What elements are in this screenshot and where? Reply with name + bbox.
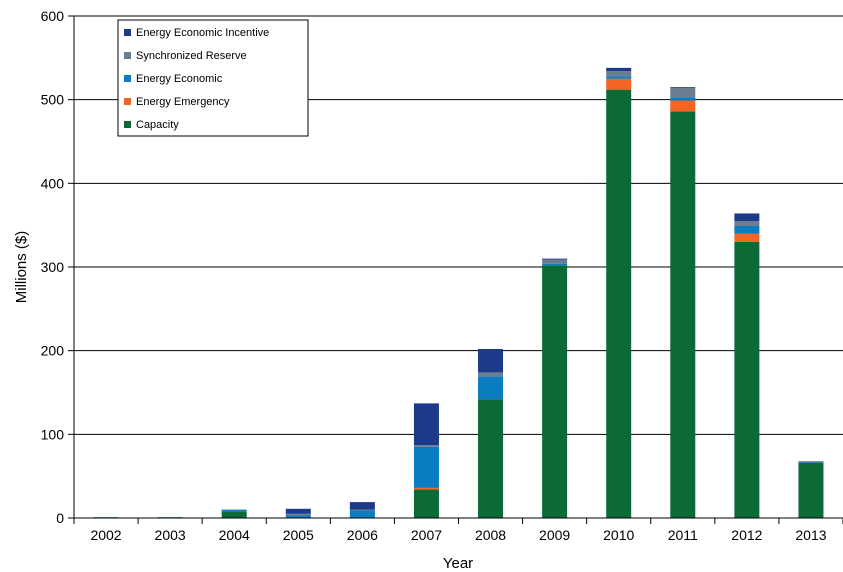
bar-2009-energy-economic-incentive bbox=[542, 258, 568, 260]
bar-2005-energy-economic-incentive bbox=[285, 508, 311, 514]
bar-2008-synchronized-reserve bbox=[478, 372, 504, 377]
bar-2013-energy-economic bbox=[798, 461, 824, 463]
bar-2009-capacity bbox=[542, 265, 568, 518]
bar-2009-energy-economic bbox=[542, 263, 568, 266]
bar-2012-synchronized-reserve bbox=[734, 220, 760, 227]
y-tick-label-300: 300 bbox=[41, 259, 65, 275]
legend-swatch-energy-economic bbox=[124, 75, 131, 82]
x-tick-label-2008: 2008 bbox=[475, 527, 506, 543]
legend-box bbox=[117, 19, 309, 137]
bar-2012-energy-economic-incentive bbox=[734, 213, 760, 221]
bar-2011-synchronized-reserve bbox=[670, 87, 696, 98]
bar-2010-capacity bbox=[606, 89, 632, 519]
y-tick-label-400: 400 bbox=[41, 175, 65, 191]
bar-2010-energy-economic bbox=[606, 76, 632, 79]
x-tick-label-2011: 2011 bbox=[668, 527, 698, 543]
bar-2008-energy-economic-incentive bbox=[478, 348, 504, 373]
bar-2013-capacity bbox=[798, 462, 824, 518]
legend-label-energy-economic: Energy Economic bbox=[136, 73, 223, 85]
bar-2011-energy-economic bbox=[670, 97, 696, 101]
bar-2009-synchronized-reserve bbox=[542, 259, 568, 264]
bar-2012-capacity bbox=[734, 241, 760, 518]
bar-2010-energy-economic-incentive bbox=[606, 67, 632, 72]
y-axis-title: Millions ($) bbox=[13, 231, 30, 304]
x-tick-label-2013: 2013 bbox=[795, 527, 826, 543]
legend-swatch-energy-economic-incentive bbox=[124, 29, 131, 36]
bar-2004-energy-economic bbox=[221, 509, 247, 512]
x-tick-label-2002: 2002 bbox=[90, 527, 121, 543]
bar-2008-energy-economic bbox=[478, 376, 504, 400]
bar-2005-synchronized-reserve bbox=[285, 513, 311, 516]
y-tick-label-0: 0 bbox=[56, 510, 64, 526]
axes: 0 100 200 300 400 500 600 2002 2003 2004 2005 2006 2… bbox=[41, 8, 843, 543]
x-tick-label-2003: 2003 bbox=[155, 527, 186, 543]
bar-2007-energy-economic bbox=[413, 446, 439, 488]
legend-swatch-energy-emergency bbox=[124, 98, 131, 105]
legend-label-synchronized-reserve: Synchronized Reserve bbox=[136, 50, 247, 62]
bar-2007-capacity bbox=[413, 489, 439, 518]
bar-2008-capacity bbox=[478, 399, 504, 518]
bar-2006-synchronized-reserve bbox=[349, 509, 375, 511]
bar-2011-capacity bbox=[670, 111, 696, 518]
x-tick-label-2005: 2005 bbox=[283, 527, 314, 543]
legend-label-capacity: Capacity bbox=[136, 119, 179, 131]
x-tick-label-2004: 2004 bbox=[219, 527, 250, 543]
bar-2007-energy-emergency bbox=[413, 487, 439, 490]
legend-swatch-synchronized-reserve bbox=[124, 52, 131, 59]
y-tick-label-200: 200 bbox=[41, 343, 65, 359]
bar-2010-energy-emergency bbox=[606, 78, 632, 90]
legend-swatch-capacity bbox=[124, 121, 131, 128]
x-tick-label-2007: 2007 bbox=[411, 527, 442, 543]
x-tick-label-2009: 2009 bbox=[539, 527, 570, 543]
y-tick-label-600: 600 bbox=[41, 8, 65, 24]
bar-2012-energy-emergency bbox=[734, 233, 760, 242]
bar-2005-energy-economic bbox=[285, 515, 311, 518]
x-axis-title: Year bbox=[443, 555, 473, 572]
bar-2006-energy-economic-incentive bbox=[349, 502, 375, 510]
bar-2013-synchronized-reserve bbox=[798, 461, 824, 462]
bar-2011-energy-emergency bbox=[670, 100, 696, 112]
x-tick-label-2010: 2010 bbox=[603, 527, 634, 543]
legend-label-energy-economic-incentive: Energy Economic Incentive bbox=[136, 27, 269, 39]
y-tick-label-100: 100 bbox=[41, 426, 65, 442]
bar-2010-synchronized-reserve bbox=[606, 71, 632, 77]
legend: Energy Economic Incentive Synchronized Re… bbox=[117, 19, 309, 137]
bar-2012-energy-economic bbox=[734, 226, 760, 234]
bar-2007-energy-economic-incentive bbox=[413, 403, 439, 446]
x-tick-label-2006: 2006 bbox=[347, 527, 378, 543]
x-tick-label-2012: 2012 bbox=[731, 527, 762, 543]
y-tick-label-500: 500 bbox=[41, 92, 65, 108]
bar-2011-energy-economic-incentive bbox=[670, 87, 696, 88]
bars bbox=[93, 67, 824, 519]
legend-label-energy-emergency: Energy Emergency bbox=[136, 96, 230, 108]
bar-2006-energy-economic bbox=[349, 510, 375, 518]
bar-2004-capacity bbox=[221, 511, 247, 518]
bar-2007-synchronized-reserve bbox=[413, 445, 439, 447]
